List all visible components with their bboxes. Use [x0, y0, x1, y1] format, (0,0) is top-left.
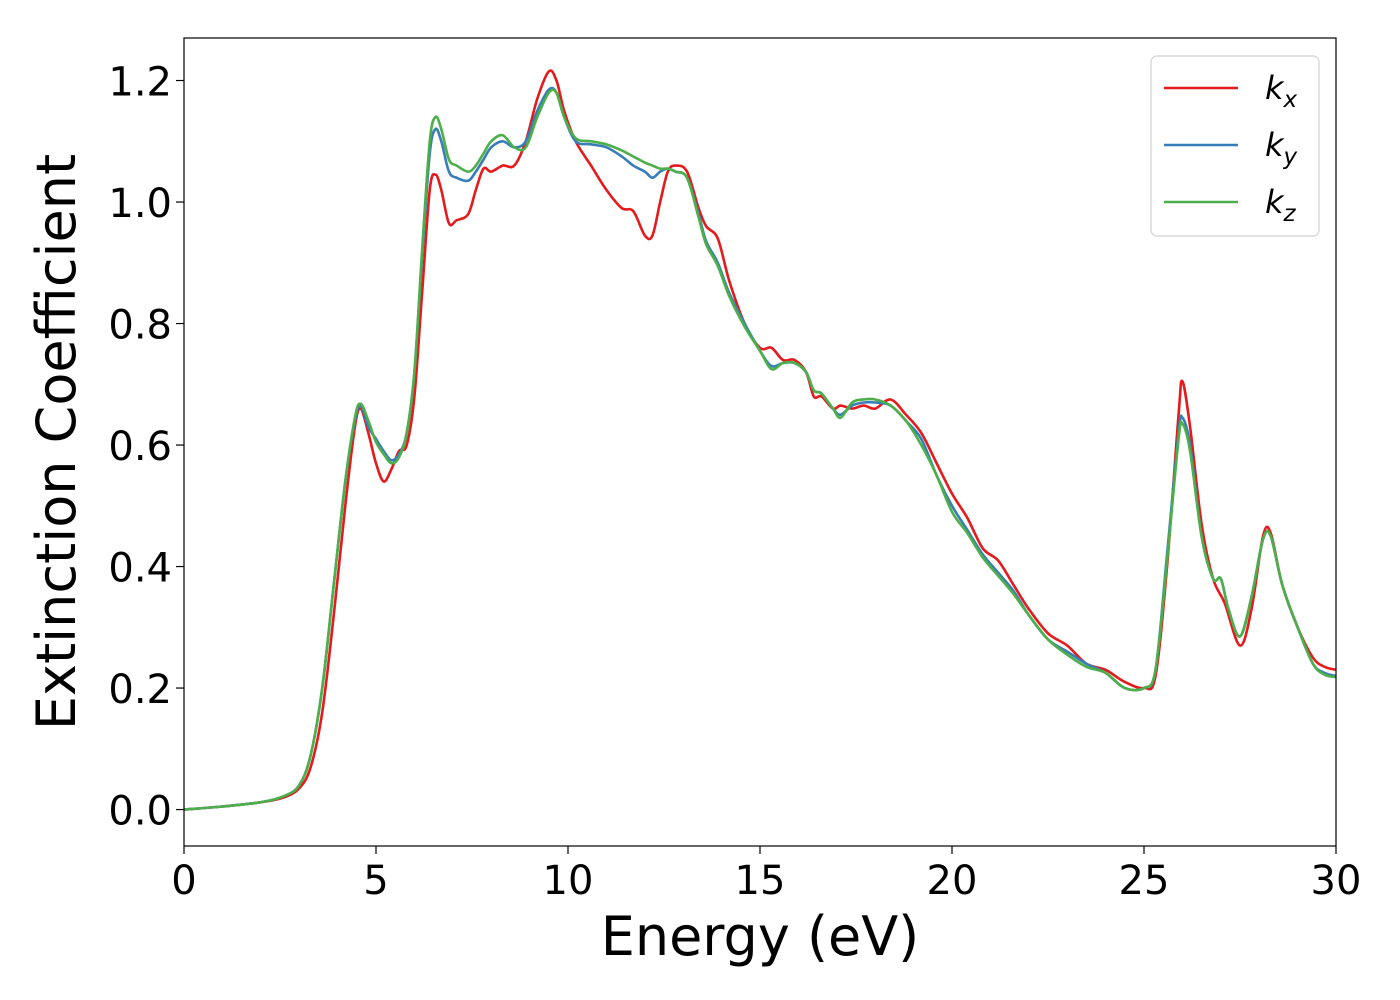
series-layer	[184, 69, 1336, 811]
x-tick-label: 0	[171, 858, 196, 904]
y-tick-label: 0.2	[108, 667, 172, 713]
legend-label: ky	[1265, 126, 1298, 170]
y-tick-label: 0.6	[108, 424, 172, 470]
legend-label-base: k	[1265, 183, 1285, 221]
y-axis-ticks: 0.0 0.2 0.4 0.6 0.8 1.0 1.2	[108, 60, 184, 835]
x-tick-label: 25	[1119, 858, 1170, 904]
y-tick-label: 1.0	[108, 181, 172, 227]
legend-label: kz	[1265, 183, 1297, 227]
legend-label: kx	[1265, 69, 1298, 113]
series-line-k-z	[184, 88, 1336, 811]
x-tick-label: 30	[1311, 858, 1362, 904]
legend-label-subscript: y	[1283, 144, 1298, 170]
y-tick-label: 0.0	[108, 789, 172, 835]
y-axis-label: Extinction Coefficient	[25, 154, 88, 730]
x-axis-ticks: 0 5 10 15 20 25 30	[171, 846, 1361, 904]
x-axis-label: Energy (eV)	[601, 905, 920, 968]
legend-label-subscript: z	[1283, 201, 1297, 227]
legend-label-base: k	[1265, 69, 1285, 107]
y-tick-label: 1.2	[108, 60, 172, 106]
y-tick-label: 0.8	[108, 303, 172, 349]
legend-label-subscript: x	[1283, 87, 1298, 113]
x-tick-label: 5	[363, 858, 388, 904]
x-tick-label: 10	[543, 858, 594, 904]
y-tick-label: 0.4	[108, 546, 172, 592]
x-tick-label: 20	[927, 858, 978, 904]
x-tick-label: 15	[735, 858, 786, 904]
legend-label-base: k	[1265, 126, 1285, 164]
